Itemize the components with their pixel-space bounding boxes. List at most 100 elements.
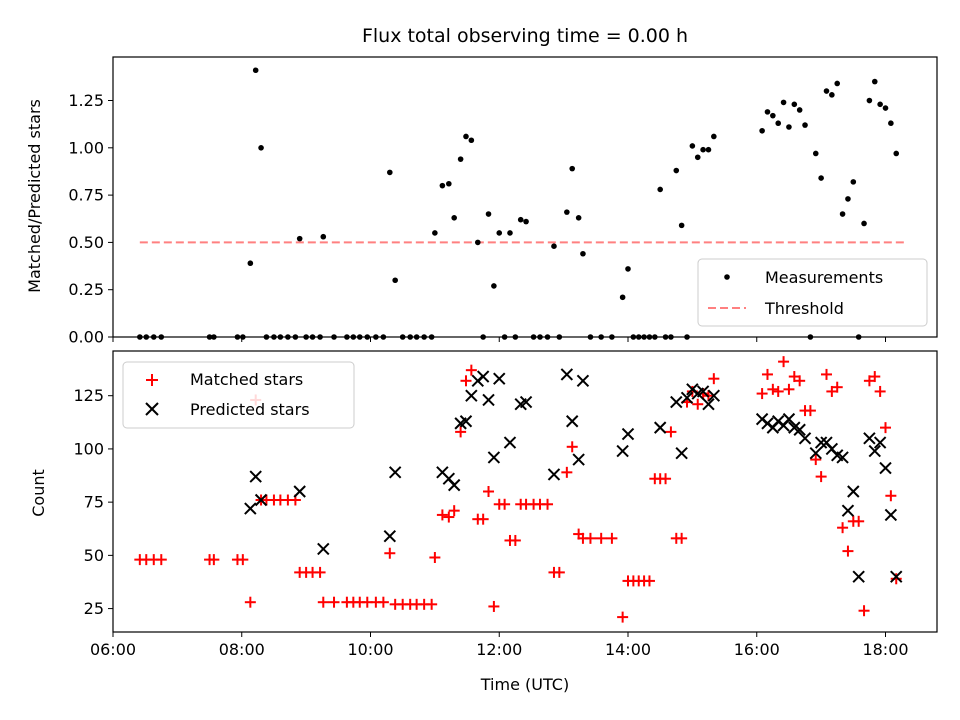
bottom-y-tick-label: 125 (73, 386, 104, 405)
predicted-star-marker (476, 370, 490, 383)
measurement-point (673, 167, 680, 174)
bottom-y-tick-label: 100 (73, 439, 104, 458)
measurement-point (818, 175, 824, 181)
matched-star-marker (509, 534, 521, 546)
predicted-star-marker (782, 412, 796, 426)
measurement-point (491, 283, 497, 289)
matched-star-marker (676, 532, 688, 544)
measurement-point (551, 243, 557, 249)
matched-star-marker (317, 596, 329, 608)
predicted-star-marker (293, 485, 306, 498)
x-tick-label: 06:00 (90, 640, 136, 659)
top-y-tick-label: 0.75 (68, 186, 104, 205)
matched-star-marker (561, 466, 573, 478)
matched-star-marker (436, 509, 448, 521)
matched-star-marker (488, 600, 500, 612)
top-legend-box (697, 258, 928, 327)
x-tick-label: 12:00 (476, 640, 522, 659)
predicted-star-marker (572, 453, 585, 466)
x-tick-label: 10:00 (347, 640, 393, 659)
measurement-point (764, 109, 771, 115)
predicted-star-marker (814, 436, 828, 449)
legend-marker-measurements (724, 274, 730, 280)
legend-label-matched: Matched stars (190, 370, 303, 389)
measurement-point (711, 133, 717, 140)
measurement-point (296, 235, 303, 242)
bottom-y-tick-label: 75 (84, 493, 104, 512)
matched-star-marker (443, 511, 455, 523)
measurement-point (392, 277, 398, 284)
measurement-point (580, 250, 586, 257)
ratio-plot-panel: Flux total observing time = 0.00 h Match… (25, 25, 938, 347)
predicted-star-marker (388, 466, 402, 479)
matched-star-marker (820, 368, 832, 380)
matched-star-marker (885, 490, 897, 502)
measurement-point (786, 124, 792, 130)
predicted-star-marker (680, 391, 694, 405)
predicted-star-marker (249, 470, 262, 483)
matched-star-marker (328, 596, 340, 608)
predicted-star-marker (863, 432, 876, 445)
measurement-point (882, 105, 889, 111)
measurement-point (564, 209, 570, 215)
predicted-star-marker (621, 427, 635, 441)
matched-star-marker (499, 498, 511, 510)
top-y-tick-label: 0.00 (68, 328, 104, 347)
matched-star-marker (810, 454, 822, 466)
measurement-point (834, 80, 841, 87)
predicted-star-marker (616, 444, 629, 458)
measurement-point (468, 137, 475, 144)
matched-star-marker (643, 575, 655, 587)
matched-star-marker (772, 385, 784, 397)
measurement-point (451, 215, 457, 221)
x-tick-label: 08:00 (219, 640, 265, 659)
matched-star-marker (566, 441, 578, 453)
matched-star-marker (767, 383, 779, 395)
matched-star-marker (377, 596, 389, 608)
predicted-star-marker (873, 436, 887, 449)
measurement-point (446, 180, 452, 187)
top-x-ticks (112, 337, 886, 342)
predicted-star-marker (482, 393, 495, 407)
matched-star-marker (542, 498, 554, 510)
matched-star-marker (880, 422, 891, 434)
predicted-star-marker (560, 368, 574, 381)
measurement-point (387, 169, 393, 176)
predicted-star-marker (465, 389, 478, 402)
matched-star-marker (448, 505, 460, 517)
measurement-point (845, 196, 851, 202)
matched-star-marker (858, 605, 870, 617)
matched-star-marker (155, 554, 167, 566)
matched-star-marker (314, 566, 326, 578)
bottom-x-ticks: 06:00 08:00 10:00 12:00 14:00 16:00 18:00 (90, 632, 909, 659)
measurement-point (619, 294, 626, 301)
matched-star-marker (553, 566, 565, 578)
measurement-point (705, 146, 712, 153)
matched-star-marker (455, 426, 467, 438)
matched-star-marker (660, 473, 672, 485)
matched-star-marker (708, 373, 720, 385)
matched-star-marker (842, 545, 854, 557)
matched-star-marker (465, 364, 477, 376)
bottom-legend: Matched stars Predicted stars (122, 361, 355, 429)
measurement-point (770, 112, 776, 119)
top-y-tick-label: 0.50 (68, 233, 104, 252)
matched-star-marker (831, 381, 843, 393)
predicted-star-marker (879, 461, 892, 475)
measurement-point (802, 122, 808, 128)
top-y-tick-label: 1.25 (68, 91, 104, 110)
bottom-y-ticks: 25 50 75 100 125 (73, 386, 113, 618)
x-tick-label: 18:00 (862, 640, 908, 659)
predicted-star-marker (566, 415, 579, 428)
predicted-star-marker (836, 451, 849, 464)
measurement-point (457, 156, 464, 162)
measurement-point (485, 211, 492, 217)
top-y-tick-label: 0.25 (68, 280, 104, 299)
matched-star-marker (460, 375, 472, 387)
matched-star-marker (794, 375, 806, 387)
matched-star-marker (426, 598, 438, 610)
matched-star-marker (606, 532, 618, 544)
predicted-star-marker (809, 446, 822, 460)
measurement-point (523, 218, 529, 225)
predicted-star-marker (890, 570, 903, 583)
